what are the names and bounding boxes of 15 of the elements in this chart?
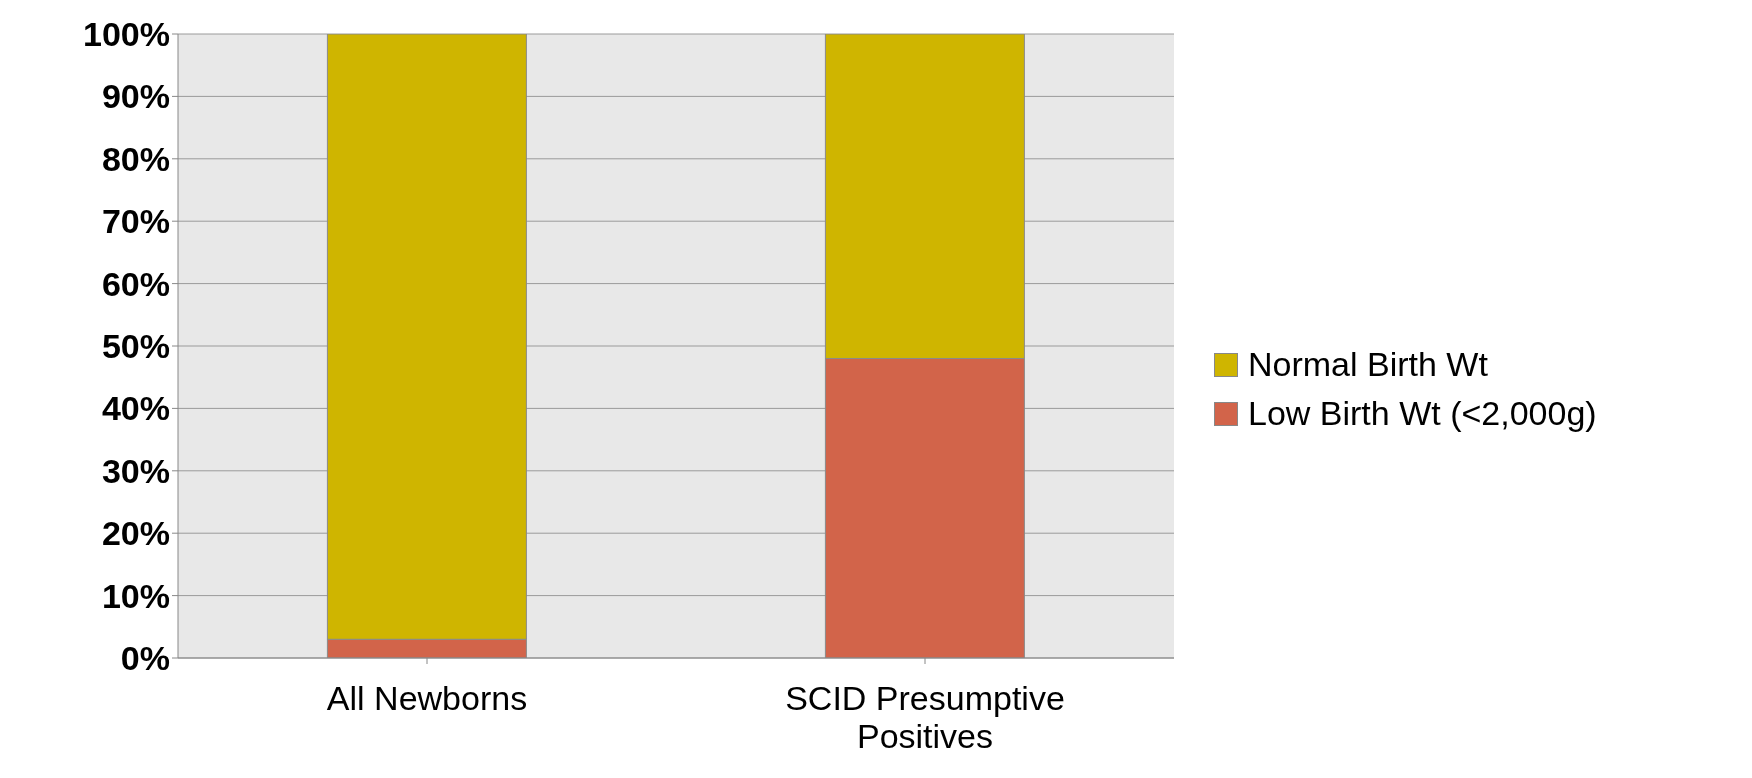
y-tick-label: 30%	[101, 451, 170, 490]
y-tick-label: 10%	[101, 576, 170, 615]
x-tick-label: SCID Presumptive Positives	[785, 679, 1065, 755]
y-tick-label: 70%	[101, 202, 170, 241]
y-tick-label: 0%	[120, 639, 170, 678]
y-tick-label: 90%	[101, 77, 170, 116]
y-tick-label: 100%	[83, 15, 170, 54]
legend-label: Normal Birth Wt	[1248, 345, 1488, 384]
y-tick-label: 20%	[101, 514, 170, 553]
y-tick-label: 40%	[101, 389, 170, 428]
y-tick-label: 50%	[101, 327, 170, 366]
x-tick-label: All Newborns	[326, 679, 528, 717]
legend-label: Low Birth Wt (<2,000g)	[1248, 394, 1597, 433]
y-tick-label: 60%	[101, 264, 170, 303]
y-tick-label: 80%	[101, 139, 170, 178]
